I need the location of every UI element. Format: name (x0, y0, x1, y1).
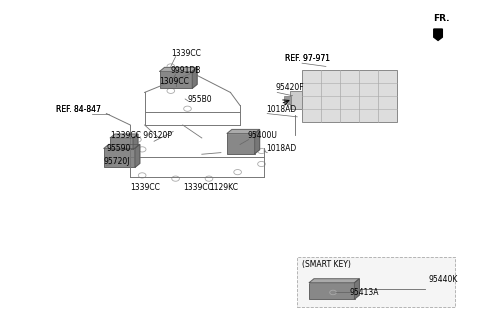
Polygon shape (255, 130, 260, 154)
Text: 95413A: 95413A (350, 288, 379, 297)
Text: 95590: 95590 (107, 144, 131, 153)
Text: 1339CC: 1339CC (183, 183, 213, 192)
Polygon shape (227, 130, 260, 133)
Text: REF. 97-971: REF. 97-971 (285, 54, 330, 63)
Text: 1129KC: 1129KC (209, 183, 238, 192)
Text: 95720J: 95720J (104, 157, 131, 166)
Polygon shape (133, 134, 138, 149)
Polygon shape (104, 145, 140, 148)
Polygon shape (355, 279, 360, 299)
Text: 955B0: 955B0 (188, 95, 212, 104)
Polygon shape (309, 279, 360, 283)
Text: 9991DB: 9991DB (171, 66, 201, 74)
FancyBboxPatch shape (110, 138, 133, 149)
Polygon shape (135, 145, 140, 167)
FancyBboxPatch shape (160, 71, 192, 88)
Polygon shape (192, 68, 197, 88)
Text: 1018AD: 1018AD (266, 144, 297, 153)
FancyBboxPatch shape (104, 148, 135, 167)
FancyBboxPatch shape (227, 133, 255, 154)
Text: FR.: FR. (433, 14, 450, 23)
FancyBboxPatch shape (284, 96, 291, 104)
FancyBboxPatch shape (297, 257, 455, 307)
Text: 1339CC: 1339CC (130, 183, 160, 192)
Text: 1339CC 96120P: 1339CC 96120P (111, 131, 172, 140)
Text: (SMART KEY): (SMART KEY) (302, 260, 351, 269)
FancyBboxPatch shape (309, 283, 355, 299)
Polygon shape (160, 68, 197, 71)
Text: 95420F: 95420F (276, 83, 304, 92)
Text: 95400U: 95400U (247, 131, 277, 140)
Text: 1018AD: 1018AD (266, 105, 297, 113)
FancyBboxPatch shape (302, 70, 397, 122)
Polygon shape (110, 134, 138, 138)
Text: REF. 84-847: REF. 84-847 (56, 105, 101, 113)
Text: REF. 97-971: REF. 97-971 (285, 54, 330, 63)
Text: REF. 84-847: REF. 84-847 (56, 105, 101, 113)
Text: 1309CC: 1309CC (159, 77, 189, 86)
FancyArrow shape (434, 29, 443, 40)
FancyBboxPatch shape (290, 91, 302, 109)
Text: 95440K: 95440K (429, 275, 458, 284)
Text: 1339CC: 1339CC (171, 49, 201, 58)
